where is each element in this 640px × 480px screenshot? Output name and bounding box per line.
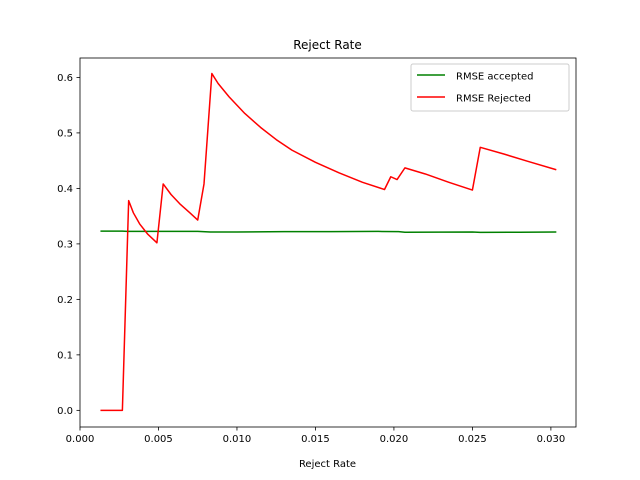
x-tick-label: 0.010 [223, 434, 252, 445]
y-tick-label: 0.5 [57, 128, 73, 139]
legend: RMSE accepted RMSE Rejected [410, 63, 570, 112]
y-axis: 0.0 0.1 0.2 0.3 0.4 0.5 0.6 [57, 73, 80, 417]
x-tick-label: 0.005 [144, 434, 173, 445]
x-tick-label: 0.030 [537, 434, 566, 445]
legend-label-rmse-accepted: RMSE accepted [456, 72, 533, 83]
series-line-rmse-accepted [100, 230, 557, 234]
x-tick-label: 0.020 [380, 434, 409, 445]
series-layer [100, 72, 557, 412]
x-tick-label: 0.025 [458, 434, 487, 445]
x-tick-label: 0.015 [301, 434, 330, 445]
y-tick-label: 0.0 [57, 406, 73, 417]
x-tick-label: 0.000 [66, 434, 95, 445]
y-tick-label: 0.1 [57, 350, 73, 361]
y-tick-label: 0.4 [57, 184, 73, 195]
legend-box [410, 63, 570, 112]
x-axis: 0.000 0.005 0.010 0.015 0.020 0.025 0.030 [66, 427, 566, 445]
y-tick-label: 0.6 [57, 73, 73, 84]
legend-label-rmse-rejected: RMSE Rejected [456, 94, 531, 105]
y-tick-label: 0.2 [57, 295, 73, 306]
series-line-rmse-rejected [100, 72, 557, 412]
x-axis-title: Reject Rate [299, 459, 356, 470]
y-tick-label: 0.3 [57, 239, 73, 250]
axes-frame [79, 57, 577, 428]
chart-title: Reject Rate [293, 38, 362, 52]
